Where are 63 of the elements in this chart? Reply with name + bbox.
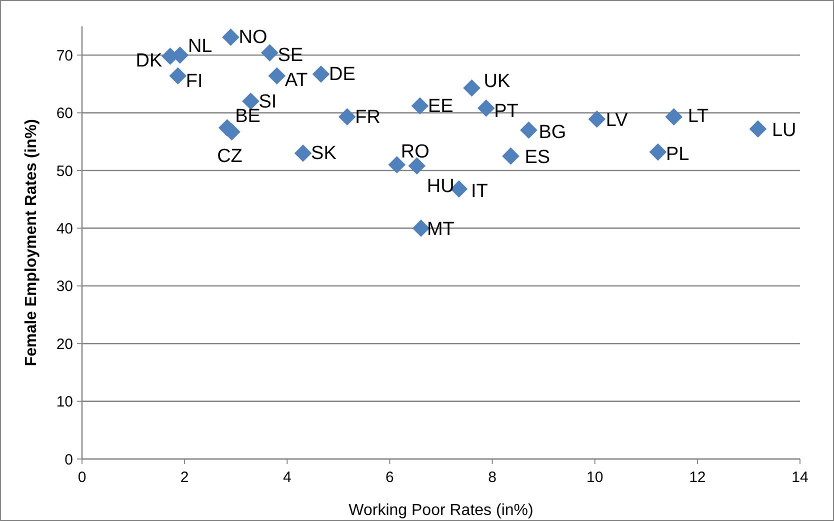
y-tick-label: 70	[56, 47, 73, 64]
annotation: SK	[311, 143, 337, 164]
annotation: SI	[258, 91, 277, 112]
annotation: FR	[355, 106, 380, 128]
point	[338, 108, 356, 126]
y-tick-label: 60	[56, 105, 73, 122]
point	[408, 157, 426, 175]
point	[222, 28, 240, 46]
annotation: NL	[188, 36, 212, 58]
x-tick-label: 6	[386, 469, 394, 486]
point	[268, 67, 286, 85]
annotation: CZ	[217, 146, 243, 167]
annotation: MT	[427, 219, 455, 240]
annotation: PT	[494, 101, 519, 122]
x-axis-title: Working Poor Rates (in%)	[348, 502, 534, 519]
y-tick-label: 30	[56, 278, 73, 296]
point	[649, 143, 667, 161]
x-tick-label: 2	[180, 469, 189, 486]
annotation: NO	[238, 27, 268, 48]
point	[502, 147, 520, 165]
annotation: BE	[235, 106, 260, 127]
y-tick-label: 10	[56, 394, 73, 411]
annotation: PL	[666, 144, 690, 166]
annotation: LV	[606, 110, 628, 132]
x-tick-label: 14	[792, 469, 808, 486]
annotation: SE	[278, 44, 304, 66]
y-tick-label: 0	[64, 451, 73, 468]
annotation: AT	[284, 70, 308, 91]
point	[169, 67, 187, 85]
x-tick-label: 8	[488, 469, 496, 486]
annotation: DK	[136, 50, 163, 72]
annotation: IT	[470, 180, 488, 202]
annotation: FI	[186, 70, 203, 92]
x-tick-label: 4	[282, 469, 292, 486]
point	[411, 97, 429, 115]
point	[588, 110, 606, 128]
point	[261, 44, 278, 62]
y-tick-label: 20	[56, 336, 73, 353]
annotation: LT	[688, 106, 709, 127]
y-tick-label: 50	[56, 162, 73, 180]
x-tick-label: 0	[78, 469, 86, 486]
point	[477, 100, 495, 117]
point	[463, 79, 480, 97]
annotation: HU	[426, 176, 454, 197]
x-tick-label: 10	[586, 469, 604, 486]
annotation: LU	[772, 120, 796, 141]
y-tick-label: 40	[56, 220, 73, 238]
point	[294, 144, 312, 162]
x-tick-label: 12	[689, 469, 706, 486]
point	[388, 156, 406, 174]
annotation: EE	[428, 96, 454, 117]
point	[312, 65, 330, 83]
point	[412, 220, 430, 237]
point	[665, 108, 682, 126]
point	[520, 121, 538, 139]
annotation: UK	[484, 70, 510, 92]
annotation: RO	[400, 142, 430, 163]
annotation: BG	[538, 122, 566, 144]
y-axis-title: Female Employment Rates (in%)	[23, 119, 40, 366]
point	[749, 120, 767, 138]
annotation: ES	[524, 147, 550, 168]
point	[242, 92, 260, 110]
annotation: DE	[328, 64, 356, 86]
